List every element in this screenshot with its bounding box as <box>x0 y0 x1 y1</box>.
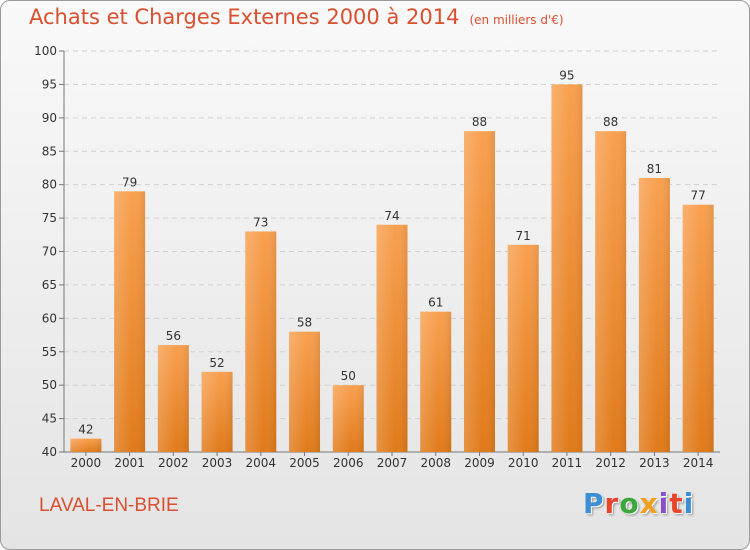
bar-shade-2008 <box>420 311 452 452</box>
data-label-2001: 79 <box>122 175 137 189</box>
x-tick-label-2000: 2000 <box>71 456 102 470</box>
x-tick-label-2004: 2004 <box>246 456 277 470</box>
brand-letter: i <box>658 487 670 520</box>
brand-letter: x <box>639 487 659 520</box>
data-label-2009: 88 <box>472 115 487 129</box>
data-label-2004: 73 <box>253 215 268 229</box>
bar-shade-2009 <box>463 131 495 452</box>
y-tick-label: 50 <box>42 378 57 392</box>
city-name: LAVAL-EN-BRIE <box>39 495 179 516</box>
y-tick-label: 75 <box>42 211 57 225</box>
y-tick-label: 45 <box>42 412 57 426</box>
x-tick-label-2012: 2012 <box>595 456 626 470</box>
y-tick-label: 100 <box>34 44 57 58</box>
chart-unit-label: (en milliers d'€) <box>469 13 564 27</box>
data-label-2010: 71 <box>516 229 531 243</box>
bar-shade-2007 <box>376 224 408 452</box>
bar-shade-2010 <box>507 244 539 452</box>
data-label-2008: 61 <box>428 296 443 310</box>
y-tick-label: 65 <box>42 278 57 292</box>
data-label-2002: 56 <box>166 329 181 343</box>
data-label-2006: 50 <box>341 369 356 383</box>
x-tick-label-2008: 2008 <box>420 456 451 470</box>
data-label-2012: 88 <box>603 115 618 129</box>
bar-shade-2006 <box>332 385 364 452</box>
bar-shade-2002 <box>157 345 189 452</box>
bar-shade-2005 <box>289 331 321 452</box>
bar-shade-2003 <box>201 371 233 452</box>
x-tick-label-2002: 2002 <box>158 456 189 470</box>
x-tick-label-2009: 2009 <box>464 456 495 470</box>
data-label-2011: 95 <box>559 68 574 82</box>
y-tick-label: 60 <box>42 311 57 325</box>
y-tick-label: 80 <box>42 178 57 192</box>
x-tick-label-2003: 2003 <box>202 456 233 470</box>
chart-title-text: Achats et Charges Externes 2000 à 2014 <box>29 5 460 29</box>
y-tick-label: 55 <box>42 345 57 359</box>
bar-shade-2013 <box>638 177 670 452</box>
brand-logo: Proxiti <box>583 487 694 520</box>
data-label-2014: 77 <box>690 189 705 203</box>
y-tick-label: 85 <box>42 144 57 158</box>
bar-shade-2004 <box>245 231 277 452</box>
bars <box>70 84 714 453</box>
chart-title: Achats et Charges Externes 2000 à 2014 (e… <box>29 5 564 29</box>
x-tick-label-2007: 2007 <box>377 456 408 470</box>
y-tick-labels: 40 45 50 55 60 65 70 75 80 85 90 95 100 <box>34 44 57 459</box>
bar-shade-2011 <box>551 84 583 453</box>
bar-shade-2001 <box>114 191 146 452</box>
x-tick-labels: 2000 2001 2002 2003 2004 2005 2006 2007 2008 2009… <box>71 456 714 470</box>
x-tick-label-2013: 2013 <box>639 456 670 470</box>
y-tick-label: 40 <box>42 445 57 459</box>
x-tick-label-2014: 2014 <box>683 456 714 470</box>
brand-letter: o <box>619 487 640 520</box>
x-tick-label-2006: 2006 <box>333 456 364 470</box>
y-tick-label: 95 <box>42 77 57 91</box>
brand-letter: P <box>583 487 605 520</box>
bar-shade-2000 <box>70 438 102 452</box>
data-label-2013: 81 <box>647 162 662 176</box>
data-label-2007: 74 <box>384 209 399 223</box>
data-label-2000: 42 <box>78 423 93 437</box>
y-tick-label: 90 <box>42 111 57 125</box>
bar-shade-2014 <box>682 204 714 452</box>
y-tick-label: 70 <box>42 245 57 259</box>
data-label-2003: 52 <box>209 356 224 370</box>
x-tick-label-2010: 2010 <box>508 456 539 470</box>
brand-letter: r <box>604 487 620 520</box>
data-label-2005: 58 <box>297 316 312 330</box>
x-tick-label-2001: 2001 <box>114 456 145 470</box>
x-tick-label-2005: 2005 <box>289 456 320 470</box>
x-tick-label-2011: 2011 <box>552 456 583 470</box>
data-labels: 42 79 56 52 73 58 50 74 61 88 71 95 88 81 77 <box>78 68 706 436</box>
brand-letter: t <box>669 487 684 520</box>
bar-shade-2012 <box>595 131 627 452</box>
brand-letter: i <box>683 487 695 520</box>
